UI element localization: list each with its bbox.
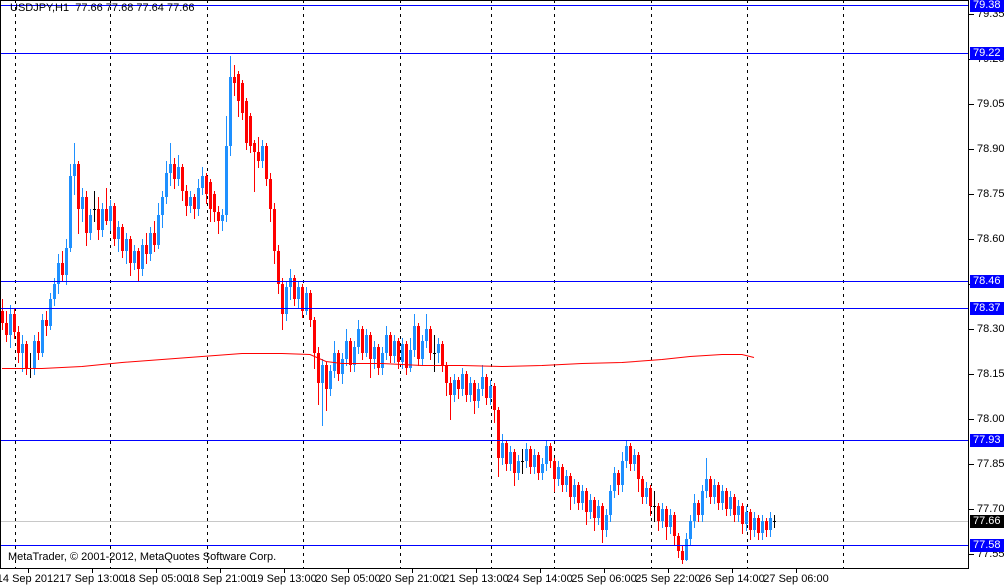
- plot-border: [0, 0, 969, 569]
- time-tick-label: 25 Sep 22:00: [635, 573, 701, 585]
- price-level-badge: 78.37: [970, 302, 1004, 315]
- time-axis: 14 Sep 2012 17 Sep 13:00 18 Sep 05:00 18 Se…: [0, 569, 969, 586]
- time-tick-mark: [284, 569, 285, 573]
- time-tick-mark: [156, 569, 157, 573]
- time-tick-mark: [732, 569, 733, 573]
- price-level-badge: 79.38: [970, 0, 1004, 12]
- price-level-badge: 78.46: [970, 275, 1004, 288]
- price-tick-label: 78.90: [977, 143, 1005, 155]
- candles: [1, 56, 776, 564]
- price-tick-mark: [969, 104, 974, 105]
- time-tick-mark: [412, 569, 413, 573]
- time-tick-label: 27 Sep 06:00: [763, 573, 829, 585]
- price-axis: 79.3579.2079.0578.9078.7578.6078.4578.30…: [969, 0, 1007, 586]
- price-tick-mark: [969, 239, 974, 240]
- time-tick-mark: [476, 569, 477, 573]
- price-tick-mark: [969, 509, 974, 510]
- price-tick-mark: [969, 149, 974, 150]
- time-tick-mark: [28, 569, 29, 573]
- price-tick-mark: [969, 329, 974, 330]
- time-tick-label: 18 Sep 05:00: [123, 573, 189, 585]
- price-tick-mark: [969, 14, 974, 15]
- time-tick-label: 20 Sep 05:00: [315, 573, 381, 585]
- price-tick-label: 79.35: [977, 8, 1005, 20]
- moving-average-line: [2, 353, 755, 369]
- price-tick-mark: [969, 419, 974, 420]
- price-level-badge: 79.22: [970, 47, 1004, 60]
- price-tick-label: 78.30: [977, 323, 1005, 335]
- time-tick-mark: [604, 569, 605, 573]
- chart-plot-area[interactable]: USDJPY,H1 77.66 77.68 77.64 77.66 MetaTr…: [0, 0, 969, 569]
- candlestick-chart[interactable]: [0, 0, 969, 569]
- time-tick-label: 25 Sep 06:00: [571, 573, 637, 585]
- time-tick-label: 14 Sep 2012: [0, 573, 60, 585]
- price-tick-label: 78.15: [977, 368, 1005, 380]
- price-tick-mark: [969, 554, 974, 555]
- price-tick-mark: [969, 464, 974, 465]
- time-tick-label: 26 Sep 14:00: [699, 573, 765, 585]
- price-tick-label: 78.60: [977, 233, 1005, 245]
- time-tick-mark: [668, 569, 669, 573]
- price-tick-label: 77.55: [977, 548, 1005, 560]
- price-tick-label: 79.05: [977, 98, 1005, 110]
- price-level-badge: 77.93: [970, 434, 1004, 447]
- time-tick-mark: [540, 569, 541, 573]
- price-tick-label: 78.75: [977, 188, 1005, 200]
- current-price-badge: 77.66: [970, 515, 1004, 528]
- time-tick-mark: [92, 569, 93, 573]
- price-tick-mark: [969, 374, 974, 375]
- price-tick-mark: [969, 194, 974, 195]
- price-level-badge: 77.58: [970, 539, 1004, 552]
- time-tick-label: 19 Sep 13:00: [251, 573, 317, 585]
- copyright-text: MetaTrader, © 2001-2012, MetaQuotes Soft…: [8, 551, 277, 563]
- time-tick-mark: [796, 569, 797, 573]
- time-tick-label: 21 Sep 13:00: [443, 573, 509, 585]
- price-tick-label: 77.85: [977, 458, 1005, 470]
- time-tick-mark: [348, 569, 349, 573]
- time-tick-label: 17 Sep 13:00: [59, 573, 125, 585]
- time-tick-label: 18 Sep 21:00: [187, 573, 253, 585]
- time-tick-mark: [220, 569, 221, 573]
- price-tick-label: 77.70: [977, 503, 1005, 515]
- time-tick-label: 20 Sep 21:00: [379, 573, 445, 585]
- symbol-ohlc-readout: USDJPY,H1 77.66 77.68 77.64 77.66: [10, 2, 195, 14]
- time-tick-label: 24 Sep 14:00: [507, 573, 573, 585]
- price-tick-label: 78.00: [977, 413, 1005, 425]
